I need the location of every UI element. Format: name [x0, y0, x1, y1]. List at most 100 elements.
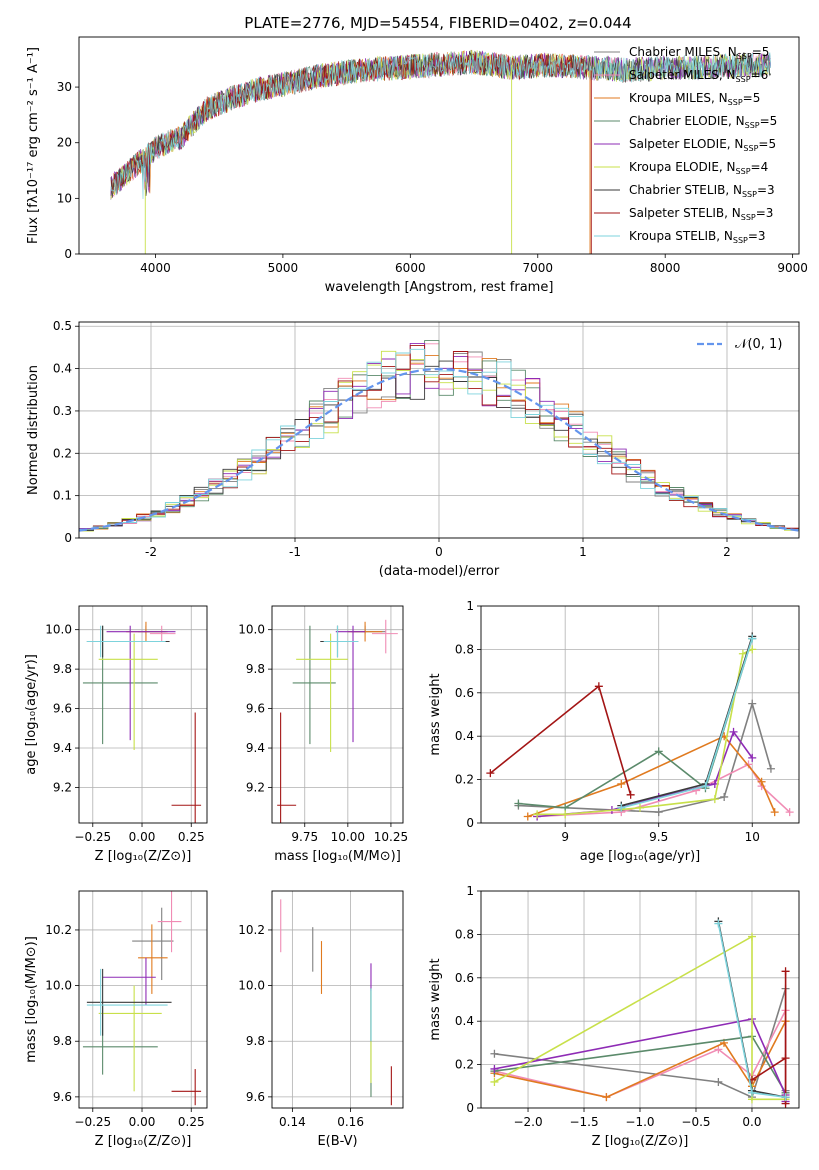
x-tick-label: 0.25	[178, 1115, 205, 1129]
legend-label: 𝒩(0, 1)	[735, 337, 782, 352]
x-tick-label: 10	[745, 830, 760, 844]
series-line-salpeter-stelib	[489, 684, 632, 796]
axes-frame	[78, 605, 208, 824]
x-tick-label: −2.0	[513, 1115, 542, 1129]
legend-label: Salpeter ELODIE, NSSP=5	[629, 137, 776, 153]
spectrum-line-kroupa-stelib	[110, 51, 771, 200]
axes-spectrum: 4000 5000 6000 7000 8000 9000 0 10 20 30 wavelengt…	[26, 36, 808, 295]
y-axis-label: mass weight	[428, 958, 443, 1040]
x-tick-label: 1	[579, 545, 587, 559]
x-tick-label: 7000	[522, 261, 553, 275]
x-tick-label: 0.25	[178, 830, 205, 844]
axes-frame	[78, 321, 800, 539]
y-tick-label: 30	[57, 80, 72, 94]
data-point	[738, 649, 747, 658]
x-tick-label: −0.5	[681, 1115, 710, 1129]
data-point	[748, 753, 757, 762]
x-axis-label: (data-model)/error	[379, 564, 500, 579]
x-tick-label: 9.5	[649, 830, 668, 844]
x-tick-label: −0.25	[74, 830, 111, 844]
plot-area	[79, 322, 799, 538]
y-tick-label: 10.2	[45, 923, 72, 937]
y-tick-label: 0.8	[455, 642, 474, 656]
y-tick-label: 0.4	[455, 1014, 474, 1028]
y-tick-label: 0.2	[455, 773, 474, 787]
axes-mass_weight_vs_Z: −2.0 −1.5 −1.0 −0.5 0.0 0 0.2 0.4 0.6 0.8 1 Z [log₁…	[428, 884, 800, 1149]
data-point	[654, 808, 663, 817]
axes-frame	[480, 605, 800, 824]
x-tick-label: 0.00	[129, 1115, 156, 1129]
plot-area	[110, 49, 771, 254]
plot-area	[79, 606, 207, 823]
spectrum-line-chabrier-stelib	[110, 50, 771, 198]
y-tick-label: 0.6	[455, 971, 474, 985]
y-axis-label: mass weight	[428, 673, 443, 755]
x-tick-label: 4000	[140, 261, 171, 275]
axes-frame	[78, 36, 800, 255]
y-tick-label: 20	[57, 136, 72, 150]
axes-frame	[271, 605, 404, 824]
legend-label: Salpeter MILES, NSSP=6	[629, 68, 768, 84]
data-point	[654, 747, 663, 756]
y-tick-label: 9.8	[53, 1034, 72, 1048]
y-tick-label: 9.4	[246, 741, 265, 755]
data-point	[617, 779, 626, 788]
legend-label: Kroupa MILES, NSSP=5	[629, 91, 760, 107]
data-point	[748, 634, 757, 643]
x-axis-label: Z [log₁₀(Z/Z⊙)]	[95, 1134, 192, 1149]
y-tick-label: 10.0	[238, 623, 265, 637]
data-point	[523, 812, 532, 821]
data-point	[781, 1054, 790, 1063]
data-point	[701, 782, 710, 791]
series-line-chabrier-stelib	[621, 636, 753, 807]
y-tick-label: 9.6	[246, 702, 265, 716]
x-tick-label: 5000	[268, 261, 299, 275]
x-tick-label: 8000	[650, 261, 681, 275]
data-point	[486, 769, 495, 778]
y-tick-label: 10.0	[238, 979, 265, 993]
legend: Chabrier MILES, NSSP=5 Salpeter MILES, NS…	[594, 45, 777, 245]
y-tick-label: 0.4	[455, 729, 474, 743]
data-point	[757, 777, 766, 786]
data-point	[720, 792, 729, 801]
data-point	[714, 1045, 723, 1054]
legend-label: Chabrier MILES, NSSP=5	[629, 45, 769, 61]
series-line-kroupa-stelib	[621, 638, 753, 809]
axes-residuals: -2 -1 0 1 2 0 0.1 0.2 0.3 0.4 0.5 (data-model)/erro…	[26, 319, 800, 579]
data-point	[766, 764, 775, 773]
axes-frame	[271, 890, 404, 1109]
legend-label: Kroupa STELIB, NSSP=3	[629, 229, 766, 245]
axes-frame	[480, 890, 800, 1109]
y-axis-label: age [log₁₀(age/yr)]	[24, 654, 39, 775]
y-tick-label: 10.0	[45, 979, 72, 993]
x-tick-label: 0.0	[742, 1115, 761, 1129]
x-axis-label: mass [log₁₀(M/M⊙)]	[274, 849, 401, 864]
x-tick-label: 9	[561, 830, 569, 844]
legend-label: Chabrier STELIB, NSSP=3	[629, 183, 775, 199]
x-axis-label: E(B-V)	[317, 1134, 357, 1149]
x-tick-label: 9000	[777, 261, 808, 275]
y-tick-label: 9.6	[246, 1090, 265, 1104]
y-tick-label: 0.4	[53, 362, 72, 376]
x-axis-label: wavelength [Angstrom, rest frame]	[325, 280, 554, 295]
data-point	[710, 795, 719, 804]
x-tick-label: −1.5	[569, 1115, 598, 1129]
y-tick-label: 0.3	[53, 404, 72, 418]
legend-label: Salpeter STELIB, NSSP=3	[629, 206, 773, 222]
x-tick-label: 10.25	[374, 830, 408, 844]
plot-area	[481, 606, 799, 823]
x-axis-label: age [log₁₀(age/yr)]	[580, 849, 701, 864]
x-tick-label: 9.75	[291, 830, 318, 844]
data-point	[781, 967, 790, 976]
y-tick-label: 9.8	[246, 1034, 265, 1048]
hist-chabrier-stelib	[79, 360, 799, 532]
data-point	[490, 1049, 499, 1058]
series-line-kroupa-elodie	[494, 935, 786, 1101]
figure-title: PLATE=2776, MJD=54554, FIBERID=0402, z=0…	[244, 14, 631, 32]
normal-curve	[79, 367, 799, 532]
x-tick-label: −0.25	[74, 1115, 111, 1129]
y-tick-label: 9.8	[53, 662, 72, 676]
y-tick-label: 0.2	[455, 1058, 474, 1072]
x-axis-label: Z [log₁₀(Z/Z⊙)]	[592, 1134, 689, 1149]
